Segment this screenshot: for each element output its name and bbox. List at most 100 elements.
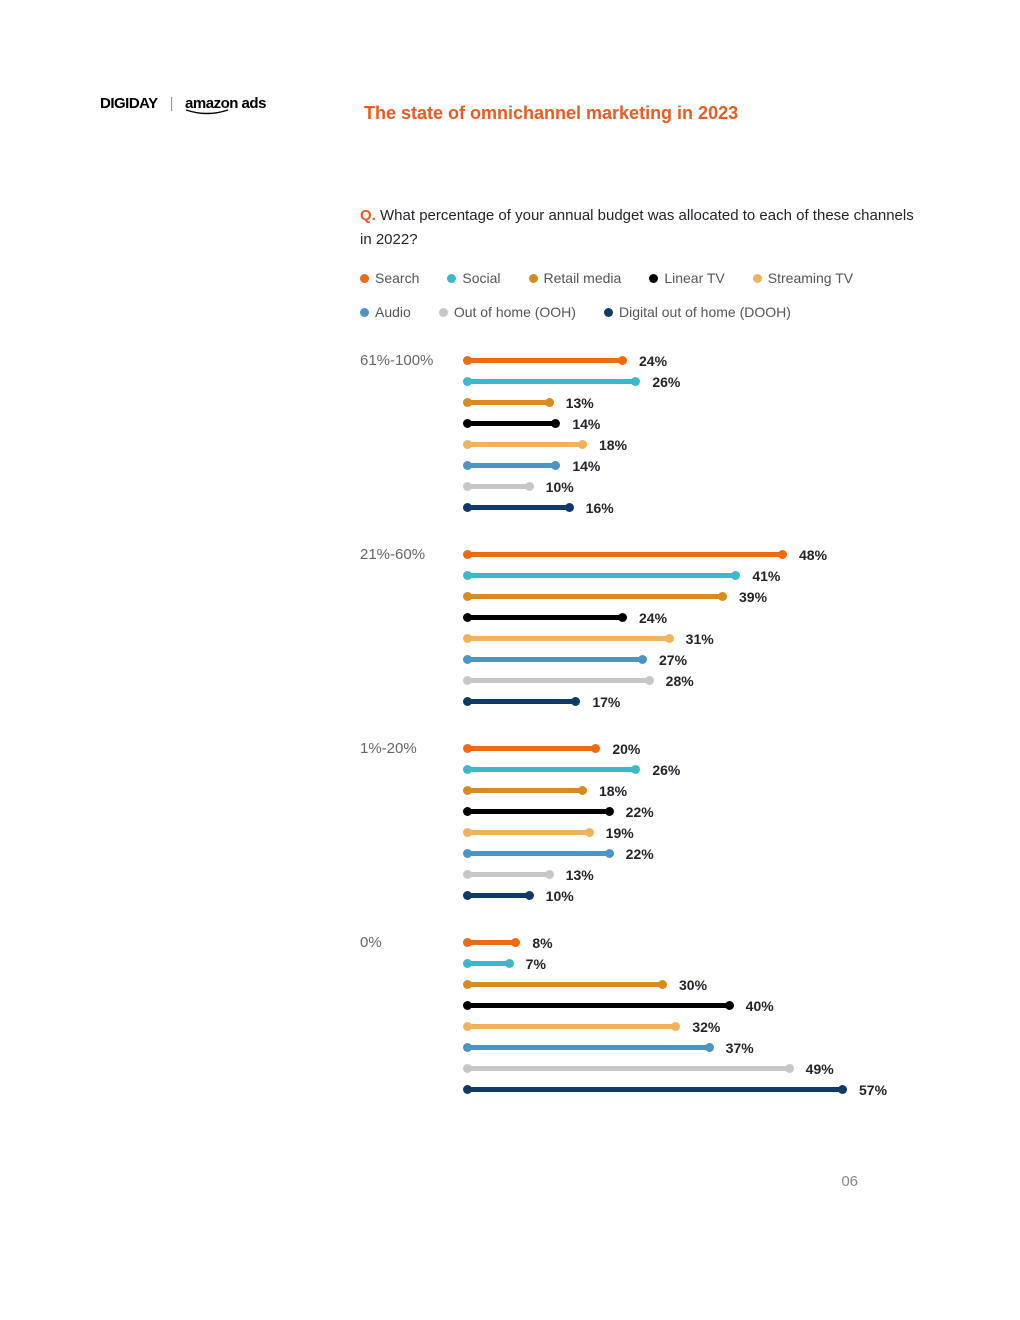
bar-value-label: 27%: [659, 652, 687, 668]
bar-value-label: 31%: [686, 631, 714, 647]
bar-stack: 24% 26%13% 14% 18% 14% 10% 16%: [465, 350, 920, 518]
bar-value-label: 39%: [739, 589, 767, 605]
bar-row: 13%: [465, 864, 920, 885]
legend-label: Digital out of home (DOOH): [619, 304, 791, 320]
bar-value-label: 13%: [566, 867, 594, 883]
group-label: 21%-60%: [360, 544, 465, 712]
bar-value-label: 19%: [606, 825, 634, 841]
bar-value-label: 17%: [592, 694, 620, 710]
bar-row: 13%: [465, 392, 920, 413]
bar-fill: [465, 982, 665, 987]
bar-fill: [465, 809, 612, 814]
bar-fill: [465, 505, 572, 510]
bar-row: 10%: [465, 885, 920, 906]
bar-row: 10%: [465, 476, 920, 497]
bar-fill: [465, 636, 672, 641]
bar-fill: [465, 788, 585, 793]
bar-row: 22%: [465, 801, 920, 822]
bar-value-label: 49%: [806, 1061, 834, 1077]
bar-row: 26%: [465, 371, 920, 392]
bar-value-label: 10%: [546, 479, 574, 495]
bar-fill: [465, 767, 638, 772]
bar-fill: [465, 484, 532, 489]
legend-label: Audio: [375, 304, 411, 320]
bar-row: 28%: [465, 670, 920, 691]
bar-row: 32%: [465, 1016, 920, 1037]
bar-row: 24%: [465, 607, 920, 628]
bar-fill: [465, 678, 652, 683]
bar-fill: [465, 699, 578, 704]
bar-value-label: 24%: [639, 610, 667, 626]
bar-row: 20%: [465, 738, 920, 759]
bar-value-label: 7%: [526, 956, 546, 972]
bar-fill: [465, 358, 625, 363]
legend-dot-icon: [439, 308, 448, 317]
bar-fill: [465, 421, 558, 426]
group-label: 1%-20%: [360, 738, 465, 906]
chart-group: 0%8%7%30%40%32%37%49%57%: [360, 932, 920, 1100]
bar-row: 14%: [465, 455, 920, 476]
bar-fill: [465, 463, 558, 468]
bar-value-label: 14%: [572, 416, 600, 432]
bar-fill: [465, 552, 785, 557]
page-title: The state of omnichannel marketing in 20…: [364, 95, 738, 124]
chart-group: 21%-60% 48% 41% 39% 24% 31% 27% 28% 17%: [360, 544, 920, 712]
bar-value-label: 10%: [546, 888, 574, 904]
survey-question: Q. What percentage of your annual budget…: [360, 204, 920, 252]
legend-label: Streaming TV: [768, 270, 853, 286]
legend-item: Audio: [360, 304, 411, 320]
page-number: 06: [841, 1173, 858, 1190]
bar-value-label: 37%: [726, 1040, 754, 1056]
bar-row: 27%: [465, 649, 920, 670]
legend-dot-icon: [360, 274, 369, 283]
bar-fill: [465, 1045, 712, 1050]
bar-value-label: 14%: [572, 458, 600, 474]
bar-fill: [465, 379, 638, 384]
bar-value-label: 30%: [679, 977, 707, 993]
bar-fill: [465, 940, 518, 945]
bar-value-label: 28%: [666, 673, 694, 689]
brand-logos: DIGIDAY | amazon ads: [100, 95, 360, 112]
bar-fill: [465, 573, 738, 578]
legend-label: Linear TV: [664, 270, 724, 286]
bar-stack: 20%26%18%22%19%22%13%10%: [465, 738, 920, 906]
bar-value-label: 22%: [626, 846, 654, 862]
logo-separator: |: [170, 95, 173, 112]
legend-dot-icon: [649, 274, 658, 283]
bar-stack: 48% 41% 39% 24% 31% 27% 28% 17%: [465, 544, 920, 712]
bar-fill: [465, 893, 532, 898]
bar-fill: [465, 1024, 678, 1029]
amazon-smile-icon: [185, 109, 229, 115]
bar-value-label: 18%: [599, 783, 627, 799]
bar-row: 22%: [465, 843, 920, 864]
legend-dot-icon: [529, 274, 538, 283]
bar-value-label: 48%: [799, 547, 827, 563]
bar-fill: [465, 442, 585, 447]
chart-group: 61%-100%24%26%13%14%18%14%10%16%: [360, 350, 920, 518]
bar-value-label: 20%: [612, 741, 640, 757]
logo-digiday: DIGIDAY: [100, 95, 158, 112]
bar-row: 40%: [465, 995, 920, 1016]
chart-group: 1%-20%20%26%18%22%19%22%13%10%: [360, 738, 920, 906]
bar-fill: [465, 1003, 732, 1008]
bar-row: 16%: [465, 497, 920, 518]
bar-fill: [465, 615, 625, 620]
legend-item: Search: [360, 270, 419, 286]
legend-label: Out of home (OOH): [454, 304, 576, 320]
bar-row: 49%: [465, 1058, 920, 1079]
legend-dot-icon: [604, 308, 613, 317]
bar-value-label: 41%: [752, 568, 780, 584]
bar-stack: 8%7%30%40%32%37%49%57%: [465, 932, 920, 1100]
legend-label: Social: [462, 270, 500, 286]
bar-value-label: 32%: [692, 1019, 720, 1035]
bar-fill: [465, 872, 552, 877]
bar-value-label: 22%: [626, 804, 654, 820]
bar-value-label: 24%: [639, 353, 667, 369]
bar-row: 37%: [465, 1037, 920, 1058]
bar-fill: [465, 400, 552, 405]
bar-row: 7%: [465, 953, 920, 974]
bar-value-label: 57%: [859, 1082, 887, 1098]
bar-value-label: 18%: [599, 437, 627, 453]
bar-fill: [465, 851, 612, 856]
bar-fill: [465, 746, 598, 751]
